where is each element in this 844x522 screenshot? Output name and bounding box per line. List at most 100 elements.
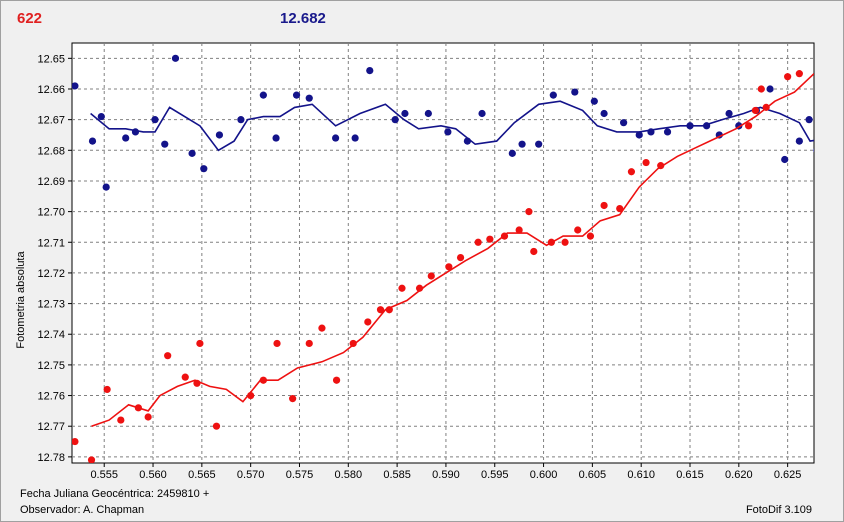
y-tick-label: 12.69	[37, 176, 65, 188]
series-0-data-point	[518, 141, 525, 148]
series-0-data-point	[161, 141, 168, 148]
series-1-data-point	[135, 404, 142, 411]
series-1-data-point	[213, 423, 220, 430]
series-1-data-point	[628, 168, 635, 175]
series-1-data-point	[71, 438, 78, 445]
series-0-data-point	[444, 128, 451, 135]
series-1-data-point	[574, 226, 581, 233]
series-1-data-point	[333, 377, 340, 384]
series-0-data-point	[260, 92, 267, 99]
series-1-data-point	[364, 318, 371, 325]
series-1-data-point	[475, 239, 482, 246]
series-1-data-point	[752, 107, 759, 114]
series-1-data-point	[104, 386, 111, 393]
series-1-data-point	[516, 226, 523, 233]
x-tick-label: 0.595	[481, 469, 509, 481]
x-tick-label: 0.585	[383, 469, 411, 481]
series-0-data-point	[620, 119, 627, 126]
series-1-data-point	[796, 70, 803, 77]
series-0-data-point	[89, 138, 96, 145]
series-0-data-point	[392, 116, 399, 123]
series-1-data-point	[88, 456, 95, 463]
series-1-data-point	[289, 395, 296, 402]
series-1-data-point	[763, 104, 770, 111]
x-axis: 0.555 0.560 0.565 0.570 0.575 0.580 0.585 0.590…	[90, 463, 801, 481]
y-tick-label: 12.65	[37, 53, 65, 65]
series-1-data-point	[486, 236, 493, 243]
y-tick-label: 12.72	[37, 268, 65, 280]
series-0-data-point	[103, 183, 110, 190]
series-0-data-point	[272, 134, 279, 141]
y-tick-label: 12.68	[37, 145, 65, 157]
series-1-data-point	[318, 325, 325, 332]
series-0-data-point	[352, 134, 359, 141]
series-0-data-point	[332, 134, 339, 141]
series-0-data-point	[647, 128, 654, 135]
series-1-data-point	[260, 377, 267, 384]
series-1-data-point	[350, 340, 357, 347]
series-0-data-point	[464, 138, 471, 145]
x-tick-label: 0.605	[579, 469, 607, 481]
y-tick-label: 12.67	[37, 115, 65, 127]
series-1-data-point	[616, 205, 623, 212]
series-0-data-point	[132, 128, 139, 135]
x-tick-label: 0.590	[432, 469, 460, 481]
y-axis: 12.65 12.66 12.67 12.68 12.69 12.70 12.71 12.72…	[37, 53, 72, 464]
series-1-data-point	[642, 159, 649, 166]
series-0-data-point	[71, 82, 78, 89]
x-tick-label: 0.625	[774, 469, 802, 481]
series-1-data-point	[784, 73, 791, 80]
x-tick-label: 0.560	[139, 469, 167, 481]
series-1-data-point	[416, 285, 423, 292]
series-1-data-point	[657, 162, 664, 169]
series-1-data-point	[587, 233, 594, 240]
series-1-data-point	[530, 248, 537, 255]
y-tick-label: 12.73	[37, 299, 65, 311]
series-1-data-point	[306, 340, 313, 347]
julian-date-label: Fecha Juliana Geocéntrica: 2459810 +	[20, 488, 209, 500]
series-1-data-point	[600, 202, 607, 209]
series-1-data-point	[273, 340, 280, 347]
series-1-data-point	[428, 272, 435, 279]
series-0-data-point	[306, 95, 313, 102]
series-0-data-point	[172, 55, 179, 62]
x-tick-label: 0.555	[90, 469, 118, 481]
series-0-data-point	[237, 116, 244, 123]
x-tick-label: 0.600	[530, 469, 558, 481]
series-0-data-point	[200, 165, 207, 172]
series-0-data-point	[725, 110, 732, 117]
series-1-data-point	[117, 416, 124, 423]
series-0-data-point	[796, 138, 803, 145]
series-0-data-point	[122, 134, 129, 141]
x-tick-label: 0.610	[627, 469, 655, 481]
series-0-data-point	[216, 131, 223, 138]
series-1-data-point	[182, 374, 189, 381]
version-label: FotoDif 3.109	[746, 504, 812, 516]
series-1-data-point	[247, 392, 254, 399]
series-0-data-point	[550, 92, 557, 99]
series-0-data-point	[509, 150, 516, 157]
y-axis-title: Fotometria absoluta	[15, 251, 27, 349]
series-0-data-point	[686, 122, 693, 129]
series-0-data-point	[571, 88, 578, 95]
series-1-data-point	[196, 340, 203, 347]
y-tick-label: 12.78	[37, 452, 65, 464]
series-0-data-point	[478, 110, 485, 117]
series-0-data-point	[425, 110, 432, 117]
series-1-data-point	[525, 208, 532, 215]
series-0-data-point	[401, 110, 408, 117]
y-tick-label: 12.71	[37, 237, 65, 249]
series-1-data-point	[501, 233, 508, 240]
series-0-data-point	[636, 131, 643, 138]
x-tick-label: 0.575	[286, 469, 314, 481]
y-tick-label: 12.70	[37, 207, 65, 219]
series-0-data-point	[188, 150, 195, 157]
series-1-data-point	[745, 122, 752, 129]
x-tick-label: 0.565	[188, 469, 216, 481]
series-0-data-point	[366, 67, 373, 74]
y-tick-label: 12.76	[37, 391, 65, 403]
series-1-data-point	[457, 254, 464, 261]
series-1-data-point	[548, 239, 555, 246]
x-tick-label: 0.615	[676, 469, 704, 481]
